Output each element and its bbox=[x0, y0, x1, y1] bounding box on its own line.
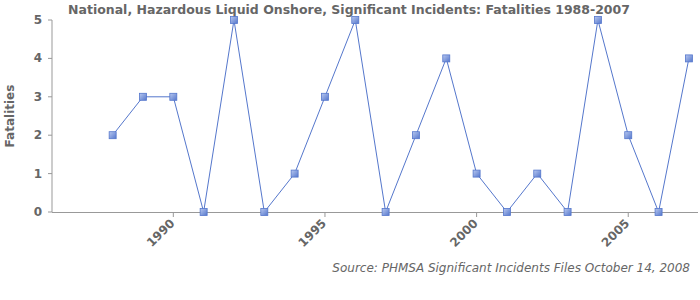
x-tick-label: 2005 bbox=[599, 216, 633, 250]
x-tick bbox=[173, 212, 174, 217]
y-tick bbox=[48, 212, 52, 213]
data-point bbox=[230, 17, 237, 24]
chart-title: National, Hazardous Liquid Onshore, Sign… bbox=[68, 2, 630, 17]
y-tick-label: 5 bbox=[34, 13, 42, 27]
source-note: Source: PHMSA Significant Incidents File… bbox=[332, 261, 690, 275]
data-point bbox=[564, 209, 571, 216]
data-point bbox=[443, 55, 450, 62]
data-point bbox=[382, 209, 389, 216]
y-tick bbox=[48, 58, 52, 59]
x-axis-line bbox=[52, 212, 698, 213]
data-point bbox=[261, 209, 268, 216]
data-point bbox=[625, 132, 632, 139]
y-tick bbox=[48, 135, 52, 136]
y-tick bbox=[48, 173, 52, 174]
chart-container: National, Hazardous Liquid Onshore, Sign… bbox=[0, 0, 700, 300]
data-point bbox=[655, 209, 662, 216]
x-tick bbox=[476, 212, 477, 217]
data-point bbox=[170, 93, 177, 100]
x-tick-label: 2000 bbox=[447, 216, 481, 250]
x-tick bbox=[324, 212, 325, 217]
data-point bbox=[139, 93, 146, 100]
x-tick bbox=[628, 212, 629, 217]
x-tick-label: 1995 bbox=[296, 216, 330, 250]
x-tick-label: 1990 bbox=[144, 216, 178, 250]
data-line bbox=[113, 20, 689, 212]
y-tick-label: 4 bbox=[34, 51, 42, 65]
y-axis-line bbox=[52, 20, 53, 212]
y-tick-label: 3 bbox=[34, 90, 42, 104]
chart-svg: National, Hazardous Liquid Onshore, Sign… bbox=[0, 0, 700, 300]
y-tick-label: 0 bbox=[34, 205, 42, 219]
data-point bbox=[412, 132, 419, 139]
data-point bbox=[473, 170, 480, 177]
y-axis-label: Fatalities bbox=[3, 85, 17, 148]
data-point bbox=[534, 170, 541, 177]
data-point bbox=[109, 132, 116, 139]
y-tick bbox=[48, 20, 52, 21]
data-point bbox=[200, 209, 207, 216]
y-tick-label: 1 bbox=[34, 167, 42, 181]
data-point bbox=[321, 93, 328, 100]
plot-data bbox=[109, 17, 692, 216]
data-point bbox=[352, 17, 359, 24]
y-tick bbox=[48, 96, 52, 97]
y-tick-label: 2 bbox=[34, 128, 42, 142]
data-point bbox=[685, 55, 692, 62]
data-point bbox=[503, 209, 510, 216]
data-point bbox=[594, 17, 601, 24]
data-point bbox=[291, 170, 298, 177]
